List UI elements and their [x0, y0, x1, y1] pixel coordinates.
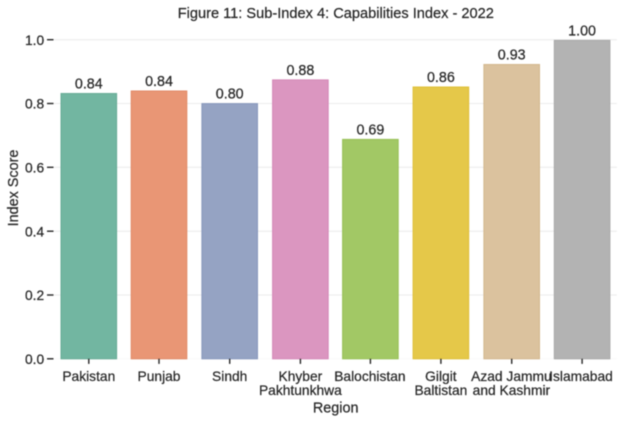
svg-text:Sindh: Sindh [212, 369, 247, 384]
svg-text:0.8: 0.8 [25, 97, 45, 112]
svg-text:Pakhtunkhwa: Pakhtunkhwa [259, 383, 342, 398]
svg-text:0.2: 0.2 [25, 288, 44, 303]
svg-text:and Kashmir: and Kashmir [473, 383, 551, 398]
svg-text:0.4: 0.4 [25, 224, 45, 239]
svg-text:0.69: 0.69 [356, 122, 384, 138]
svg-text:Index Score: Index Score [6, 150, 22, 227]
svg-text:Gilgit: Gilgit [425, 369, 457, 384]
svg-text:0.0: 0.0 [25, 352, 45, 367]
svg-text:Khyber: Khyber [279, 369, 323, 384]
svg-text:1.00: 1.00 [568, 23, 596, 39]
svg-text:Figure 11: Sub-Index 4: Capabi: Figure 11: Sub-Index 4: Capabilities Ind… [178, 6, 494, 22]
svg-text:0.86: 0.86 [427, 70, 455, 86]
svg-text:Region: Region [313, 401, 359, 417]
svg-text:Punjab: Punjab [138, 369, 181, 384]
svg-text:Islamabad: Islamabad [549, 369, 613, 384]
svg-text:Baltistan: Baltistan [414, 383, 467, 398]
svg-text:Balochistan: Balochistan [334, 369, 405, 384]
svg-text:Azad Jammu: Azad Jammu [471, 369, 552, 384]
svg-text:0.88: 0.88 [286, 63, 314, 79]
svg-text:0.84: 0.84 [75, 77, 103, 93]
svg-text:0.93: 0.93 [498, 48, 526, 64]
svg-text:0.6: 0.6 [25, 160, 45, 175]
svg-text:0.80: 0.80 [216, 87, 244, 103]
svg-text:0.84: 0.84 [145, 74, 173, 90]
svg-text:Pakistan: Pakistan [62, 369, 115, 384]
svg-text:1.0: 1.0 [25, 33, 45, 48]
